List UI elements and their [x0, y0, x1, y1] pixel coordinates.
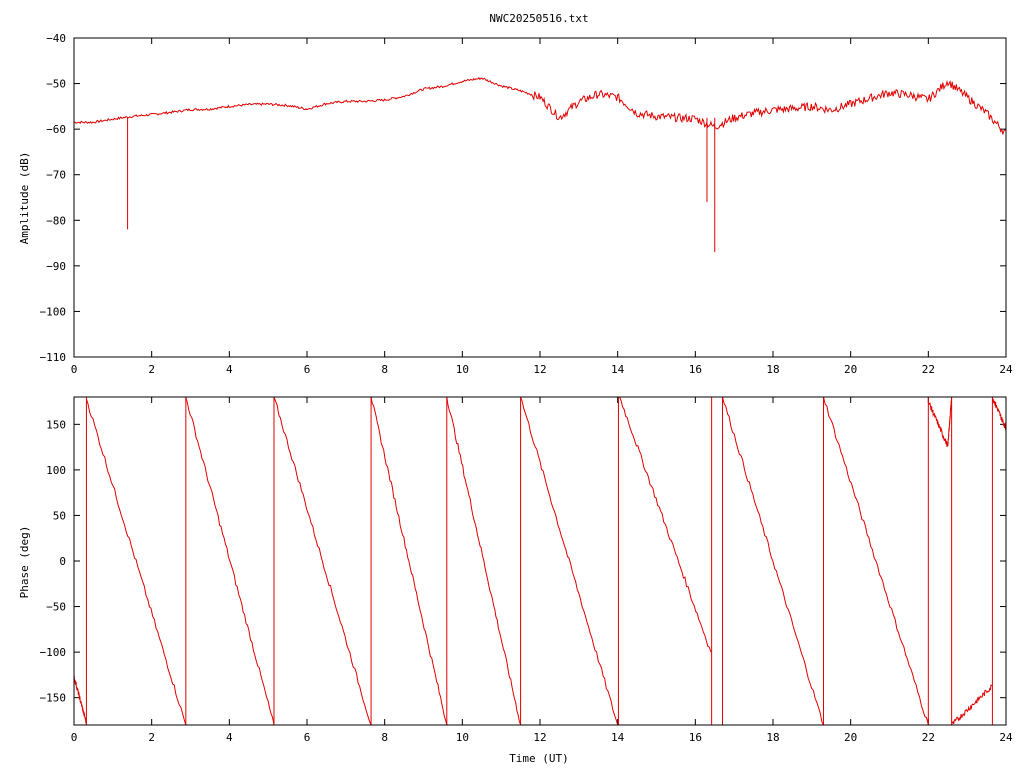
- phase-y-tick-label: −100: [40, 646, 67, 659]
- amplitude-x-tick-label: 8: [381, 363, 388, 376]
- phase-plot-frame: [73, 396, 1007, 726]
- phase-panel: Phase (deg) Time (UT) 0 2 4 6 8 10 12 14 16 18 20 2…: [18, 396, 1013, 765]
- phase-y-axis-label: Phase (deg): [18, 526, 31, 599]
- phase-x-tick-label: 12: [533, 731, 546, 744]
- amplitude-axis-ticks: 0 2 4 6 8 10 12 14 16 18 20 22 24−40−50−60−70−80−90−…: [40, 32, 1013, 376]
- amplitude-y-tick-label: −90: [46, 260, 66, 273]
- phase-series-segment: [185, 396, 275, 726]
- amplitude-x-tick-label: 14: [611, 363, 625, 376]
- phase-series-segment: [85, 398, 187, 726]
- amplitude-y-tick-label: −60: [46, 123, 66, 136]
- phase-series-segment: [927, 401, 949, 447]
- amplitude-y-axis-label: Amplitude (dB): [18, 152, 31, 245]
- amplitude-y-tick-label: −110: [40, 351, 67, 364]
- phase-x-tick-label: 0: [71, 731, 78, 744]
- amplitude-y-tick-label: −100: [40, 305, 67, 318]
- phase-x-tick-label: 22: [922, 731, 935, 744]
- phase-series-segment: [722, 396, 824, 726]
- phase-x-axis-label: Time (UT): [509, 752, 569, 765]
- phase-x-tick-label: 8: [381, 731, 388, 744]
- phase-y-tick-label: 0: [59, 555, 66, 568]
- phase-y-tick-label: 50: [53, 509, 66, 522]
- amplitude-x-tick-label: 22: [922, 363, 935, 376]
- amplitude-x-tick-label: 12: [533, 363, 546, 376]
- amplitude-series-line: [73, 76, 1007, 135]
- phase-x-tick-label: 18: [766, 731, 779, 744]
- amplitude-x-tick-label: 18: [766, 363, 779, 376]
- amplitude-y-tick-label: −70: [46, 169, 66, 182]
- amplitude-trace: [73, 76, 1007, 253]
- amplitude-x-tick-label: 24: [999, 363, 1013, 376]
- phase-x-tick-label: 24: [999, 731, 1013, 744]
- chart-title: NWC20250516.txt: [489, 12, 588, 25]
- phase-series-segment: [370, 396, 448, 726]
- phase-series-segment: [520, 396, 619, 726]
- phase-x-tick-label: 20: [844, 731, 857, 744]
- amplitude-x-tick-label: 0: [71, 363, 78, 376]
- amplitude-x-tick-label: 10: [456, 363, 469, 376]
- phase-series-segment: [947, 397, 953, 447]
- phase-series-segment: [446, 396, 522, 726]
- phase-series-segment: [951, 684, 993, 726]
- phase-axis-ticks: 0 2 4 6 8 10 12 14 16 18 20 22 24150100500−50−100−15…: [40, 397, 1013, 744]
- phase-series-segment: [991, 396, 1007, 431]
- phase-series-segment: [273, 396, 372, 726]
- amplitude-x-tick-label: 2: [148, 363, 155, 376]
- phase-x-tick-label: 6: [304, 731, 311, 744]
- phase-x-tick-label: 2: [148, 731, 155, 744]
- amplitude-x-tick-label: 16: [689, 363, 702, 376]
- amplitude-plot-frame: [73, 37, 1007, 358]
- phase-y-tick-label: 150: [46, 418, 66, 431]
- amplitude-y-tick-label: −80: [46, 214, 66, 227]
- phase-series-segment: [823, 396, 929, 726]
- amplitude-x-tick-label: 20: [844, 363, 857, 376]
- phase-series-segment: [73, 675, 87, 724]
- phase-y-tick-label: 100: [46, 464, 66, 477]
- amplitude-x-tick-label: 4: [226, 363, 233, 376]
- phase-y-tick-label: −50: [46, 601, 66, 614]
- phase-x-tick-label: 4: [226, 731, 233, 744]
- phase-x-tick-label: 16: [689, 731, 702, 744]
- phase-y-tick-label: −150: [40, 692, 67, 705]
- phase-x-tick-label: 10: [456, 731, 469, 744]
- amplitude-y-tick-label: −40: [46, 32, 66, 45]
- amplitude-panel: Amplitude (dB) 0 2 4 6 8 10 12 14 16 18 20 22 24−40−…: [18, 32, 1013, 376]
- phase-series-segment: [619, 396, 712, 653]
- amplitude-x-tick-label: 6: [304, 363, 311, 376]
- phase-x-tick-label: 14: [611, 731, 625, 744]
- amplitude-y-tick-label: −50: [46, 78, 66, 91]
- phase-trace: [73, 396, 1007, 726]
